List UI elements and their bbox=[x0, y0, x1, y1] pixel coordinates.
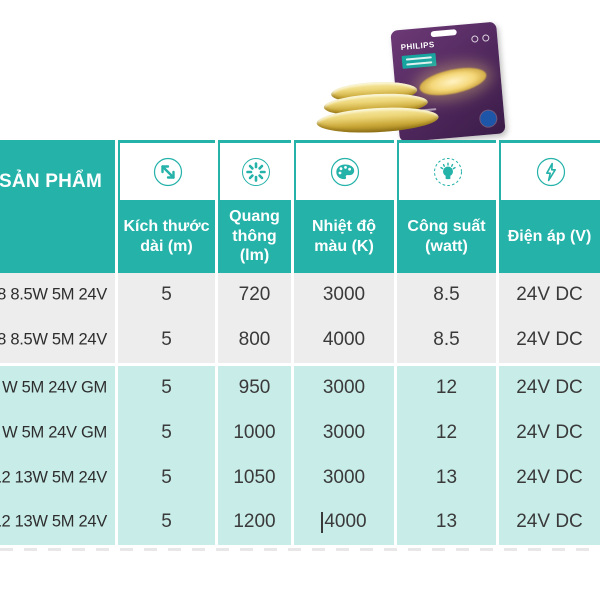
voltage-cell: 24V DC bbox=[499, 499, 600, 545]
table-header: A SẢN PHẨM Kích thước dài (m) bbox=[0, 140, 600, 273]
table-bottom-edge bbox=[0, 548, 600, 551]
column-color-temp-label: Nhiệt độ màu (K) bbox=[294, 200, 394, 273]
product-name-cell: 012 13W 5M 24V bbox=[0, 499, 115, 545]
column-divider bbox=[496, 140, 499, 273]
length-cell: 5 bbox=[118, 410, 215, 456]
column-lumen: Quang thông (lm) bbox=[218, 140, 291, 273]
column-divider bbox=[394, 140, 397, 273]
product-name-header-label: A SẢN PHẨM bbox=[0, 171, 102, 192]
color-temp-cell: 3000 bbox=[294, 365, 394, 411]
voltage-cell: 24V DC bbox=[499, 410, 600, 456]
text-cursor bbox=[321, 511, 324, 533]
column-watt: Công suất (watt) bbox=[397, 140, 496, 273]
color-temp-cell: 3000 bbox=[294, 455, 394, 500]
column-color-temp: Nhiệt độ màu (K) bbox=[294, 140, 394, 273]
column-length: Kích thước dài (m) bbox=[118, 140, 215, 273]
voltage-bolt-icon bbox=[536, 157, 565, 186]
column-watt-label: Công suất (watt) bbox=[397, 200, 496, 273]
voltage-cell: 24V DC bbox=[499, 455, 600, 500]
product-name-cell: 08 8.5W 5M 24V bbox=[0, 317, 115, 363]
column-divider bbox=[215, 140, 218, 273]
philips-logo: PHILIPS bbox=[400, 40, 435, 52]
product-name-cell: W 5M 24V GM bbox=[0, 410, 115, 456]
length-cell: 5 bbox=[118, 499, 215, 545]
lumen-cell: 1000 bbox=[218, 410, 291, 456]
watt-cell: 12 bbox=[397, 365, 496, 411]
product-name-header: A SẢN PHẨM bbox=[0, 140, 115, 273]
table-row: W 5M 24V GM 5 1000 3000 12 24V DC bbox=[0, 410, 600, 456]
lumen-cell: 950 bbox=[218, 365, 291, 411]
color-temp-cell: 4000 bbox=[294, 317, 394, 363]
color-temperature-icon bbox=[330, 157, 360, 186]
led-strip-coil bbox=[313, 75, 446, 142]
product-name-cell: 08 8.5W 5M 24V bbox=[0, 273, 115, 318]
voltage-cell: 24V DC bbox=[499, 365, 600, 411]
lumen-cell: 1050 bbox=[218, 455, 291, 500]
length-cell: 5 bbox=[118, 365, 215, 411]
length-cell: 5 bbox=[118, 455, 215, 500]
table-row: 012 13W 5M 24V 5 1200 4000 13 24V DC bbox=[0, 499, 600, 545]
blue-badge bbox=[479, 109, 498, 128]
dimension-arrow-icon bbox=[153, 157, 182, 186]
color-temp-cell: 3000 bbox=[294, 410, 394, 456]
column-voltage-label: Điện áp (V) bbox=[499, 200, 600, 273]
watt-cell: 8.5 bbox=[397, 273, 496, 318]
product-spec-table: A SẢN PHẨM Kích thước dài (m) bbox=[0, 140, 600, 545]
color-temp-cell: 4000 bbox=[294, 499, 394, 545]
length-cell: 5 bbox=[118, 273, 215, 318]
watt-cell: 8.5 bbox=[397, 317, 496, 363]
column-divider bbox=[291, 140, 294, 273]
color-temp-cell: 3000 bbox=[294, 273, 394, 318]
watt-cell: 13 bbox=[397, 455, 496, 500]
watt-cell: 12 bbox=[397, 410, 496, 456]
luminous-flux-icon bbox=[241, 157, 270, 186]
table-row: 08 8.5W 5M 24V 5 720 3000 8.5 24V DC bbox=[0, 273, 600, 318]
product-name-cell: 012 13W 5M 24V bbox=[0, 455, 115, 500]
table-row: 08 8.5W 5M 24V 5 800 4000 8.5 24V DC bbox=[0, 317, 600, 363]
column-length-label: Kích thước dài (m) bbox=[118, 200, 215, 273]
table-row: W 5M 24V GM 5 950 3000 12 24V DC bbox=[0, 365, 600, 411]
voltage-cell: 24V DC bbox=[499, 273, 600, 318]
lumen-cell: 720 bbox=[218, 273, 291, 318]
hang-slot bbox=[430, 29, 457, 38]
column-voltage: Điện áp (V) bbox=[499, 140, 600, 273]
column-divider bbox=[115, 140, 118, 273]
lumen-cell: 800 bbox=[218, 317, 291, 363]
column-lumen-label: Quang thông (lm) bbox=[218, 200, 291, 273]
table-row: 012 13W 5M 24V 5 1050 3000 13 24V DC bbox=[0, 455, 600, 500]
product-name-cell: W 5M 24V GM bbox=[0, 365, 115, 411]
lumen-cell: 1200 bbox=[218, 499, 291, 545]
power-bulb-icon bbox=[433, 157, 462, 186]
voltage-cell: 24V DC bbox=[499, 317, 600, 363]
box-top-icons bbox=[471, 34, 490, 43]
product-photo: PHILIPS bbox=[300, 4, 515, 143]
length-cell: 5 bbox=[118, 317, 215, 363]
watt-cell: 13 bbox=[397, 499, 496, 545]
box-label bbox=[401, 52, 437, 69]
